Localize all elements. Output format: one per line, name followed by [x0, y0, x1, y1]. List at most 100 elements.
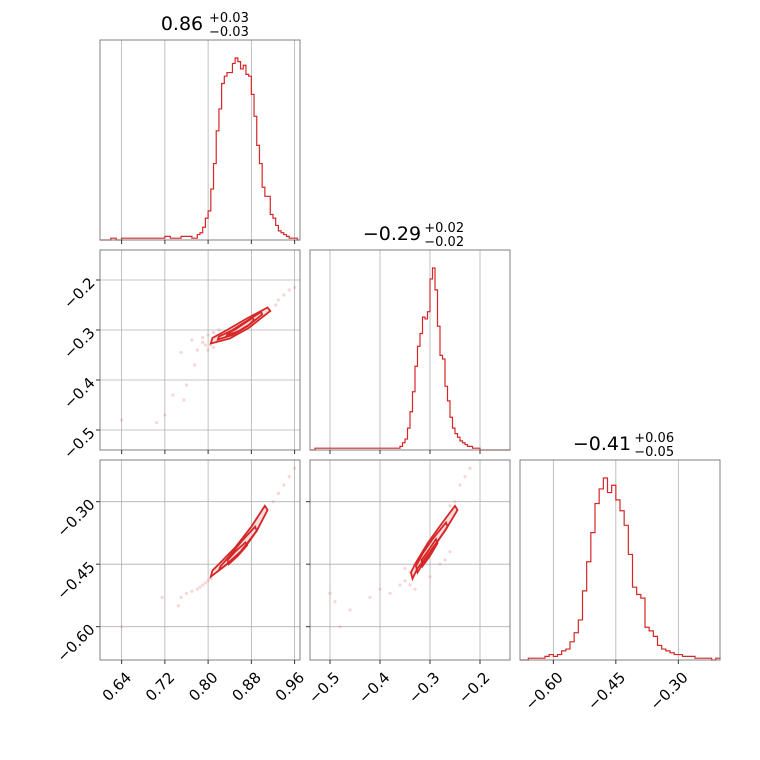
sample-point — [403, 566, 407, 570]
sample-point — [120, 625, 124, 629]
sample-point — [211, 345, 216, 350]
sample-point — [190, 589, 194, 593]
sample-point — [179, 595, 183, 600]
panel-title: −0.29 — [363, 223, 421, 245]
sample-point — [160, 595, 164, 600]
contour-level-3 — [226, 541, 249, 566]
sample-point — [328, 591, 332, 595]
x-tick-label: −0.3 — [405, 668, 443, 706]
sample-point — [206, 333, 210, 337]
sample-point — [201, 583, 205, 587]
sample-point — [203, 581, 208, 585]
sample-point — [179, 350, 183, 355]
sample-point — [198, 585, 202, 589]
histogram-step-line — [520, 477, 721, 661]
sample-point — [378, 587, 382, 591]
sample-point — [195, 348, 199, 352]
sample-point — [190, 338, 194, 342]
sample-point — [282, 483, 286, 487]
histogram-panel-0: 0.86 +0.03−0.03 — [99, 11, 301, 244]
title-median: 0.86 — [161, 13, 203, 35]
sample-point — [368, 595, 372, 600]
sample-point — [201, 335, 205, 340]
sample-point — [413, 587, 417, 591]
histogram-step-line — [100, 57, 300, 241]
title-upper-error: +0.03 — [209, 11, 249, 26]
sample-point — [192, 363, 197, 367]
panel-title: 0.86 — [161, 13, 203, 35]
sample-point — [282, 293, 286, 297]
sample-point — [398, 583, 402, 587]
sample-point — [292, 285, 297, 290]
sample-point — [276, 491, 280, 495]
histogram-step-line — [310, 267, 510, 451]
sample-point — [463, 475, 467, 479]
sample-point — [287, 475, 291, 479]
title-upper-error: +0.06 — [634, 431, 674, 446]
contour-level-2 — [415, 520, 449, 575]
y-tick-label: −0.60 — [53, 620, 98, 665]
sample-point — [468, 466, 472, 470]
title-lower-error: −0.02 — [424, 235, 464, 250]
y-tick-label: −0.3 — [60, 324, 98, 362]
scatter-panel-1-2: −0.5 −0.4 −0.3 −0.2 — [305, 459, 511, 707]
histogram-panel-1: −0.29 +0.02−0.02 — [309, 221, 511, 454]
panel-frame — [309, 459, 511, 661]
sample-point — [195, 587, 199, 591]
x-tick-label: −0.2 — [455, 668, 493, 706]
sample-point — [274, 303, 278, 307]
sample-point — [120, 418, 124, 422]
sample-point — [276, 298, 280, 302]
panel-frame — [99, 249, 301, 451]
title-median: −0.29 — [363, 223, 421, 245]
sample-point — [206, 579, 210, 583]
x-tick-label: 0.88 — [228, 668, 264, 704]
scatter-panel-0-2: 0.64 0.72 0.80 0.88 0.96 −0.60 −0.45 −0.30 — [53, 459, 308, 705]
sample-point — [443, 558, 447, 562]
panel-frame — [309, 249, 511, 451]
sample-point — [408, 583, 412, 587]
sample-point — [403, 579, 407, 583]
x-tick-label: 0.64 — [99, 668, 135, 704]
title-upper-error: +0.02 — [424, 221, 464, 236]
title-lower-error: −0.03 — [209, 25, 249, 40]
sample-point — [206, 348, 210, 352]
panel-frame — [519, 459, 721, 661]
panel-title: −0.41 — [573, 433, 631, 455]
title-lower-error: −0.05 — [634, 445, 674, 460]
sample-point — [287, 288, 291, 292]
sample-point — [448, 504, 452, 508]
x-tick-label: 0.72 — [142, 668, 178, 704]
sample-point — [184, 383, 189, 387]
histogram-panel-2: −0.41 +0.06−0.05 −0.60 −0.45 −0.30 — [519, 431, 721, 714]
sample-point — [184, 591, 189, 595]
x-tick-label: −0.60 — [522, 668, 567, 713]
sample-point — [338, 625, 342, 629]
sample-point — [388, 591, 392, 595]
y-tick-label: −0.30 — [53, 495, 98, 540]
panel-frame — [99, 459, 301, 661]
x-tick-label: −0.5 — [305, 668, 343, 706]
sample-point — [201, 340, 205, 345]
x-tick-label: −0.45 — [584, 668, 629, 713]
contour-level-3 — [225, 316, 256, 337]
sample-point — [271, 500, 275, 504]
y-tick-label: −0.5 — [60, 424, 98, 462]
y-tick-label: −0.45 — [53, 558, 98, 603]
sample-point — [292, 466, 297, 470]
sample-point — [211, 330, 216, 335]
sample-point — [217, 328, 221, 332]
sample-point — [428, 575, 432, 579]
scatter-panel-0-1: −0.5 −0.4 −0.3 −0.2 — [60, 249, 301, 462]
sample-point — [333, 600, 337, 604]
sample-point — [176, 604, 180, 608]
contour-level-3 — [420, 537, 439, 569]
sample-point — [163, 413, 167, 417]
panel-frame — [99, 39, 301, 241]
sample-point — [438, 562, 442, 566]
x-tick-label: 0.80 — [185, 668, 221, 704]
title-median: −0.41 — [573, 433, 631, 455]
sample-point — [203, 343, 208, 347]
sample-point — [155, 420, 159, 425]
